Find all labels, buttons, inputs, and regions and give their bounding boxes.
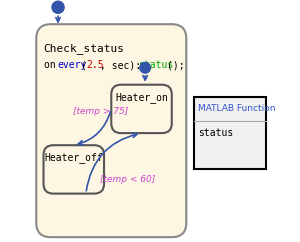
FancyBboxPatch shape bbox=[194, 97, 266, 169]
Text: , sec):: , sec): bbox=[100, 60, 147, 70]
Text: [temp < 60]: [temp < 60] bbox=[100, 174, 156, 184]
Text: Heater_off: Heater_off bbox=[44, 152, 103, 163]
Text: 2.5: 2.5 bbox=[86, 60, 104, 70]
Text: MATLAB Function: MATLAB Function bbox=[198, 104, 276, 113]
Circle shape bbox=[140, 62, 151, 73]
FancyBboxPatch shape bbox=[36, 24, 186, 237]
Text: on: on bbox=[44, 60, 61, 70]
FancyBboxPatch shape bbox=[44, 145, 104, 194]
FancyBboxPatch shape bbox=[111, 85, 172, 133]
Text: Heater_on: Heater_on bbox=[115, 92, 168, 103]
Text: status: status bbox=[198, 128, 234, 138]
Text: Check_status: Check_status bbox=[44, 44, 124, 54]
Text: (: ( bbox=[81, 60, 87, 70]
Circle shape bbox=[52, 1, 64, 13]
Text: status: status bbox=[138, 60, 174, 70]
Text: every: every bbox=[58, 60, 87, 70]
Text: ();: (); bbox=[167, 60, 184, 70]
Text: [temp > 75]: [temp > 75] bbox=[73, 107, 128, 116]
